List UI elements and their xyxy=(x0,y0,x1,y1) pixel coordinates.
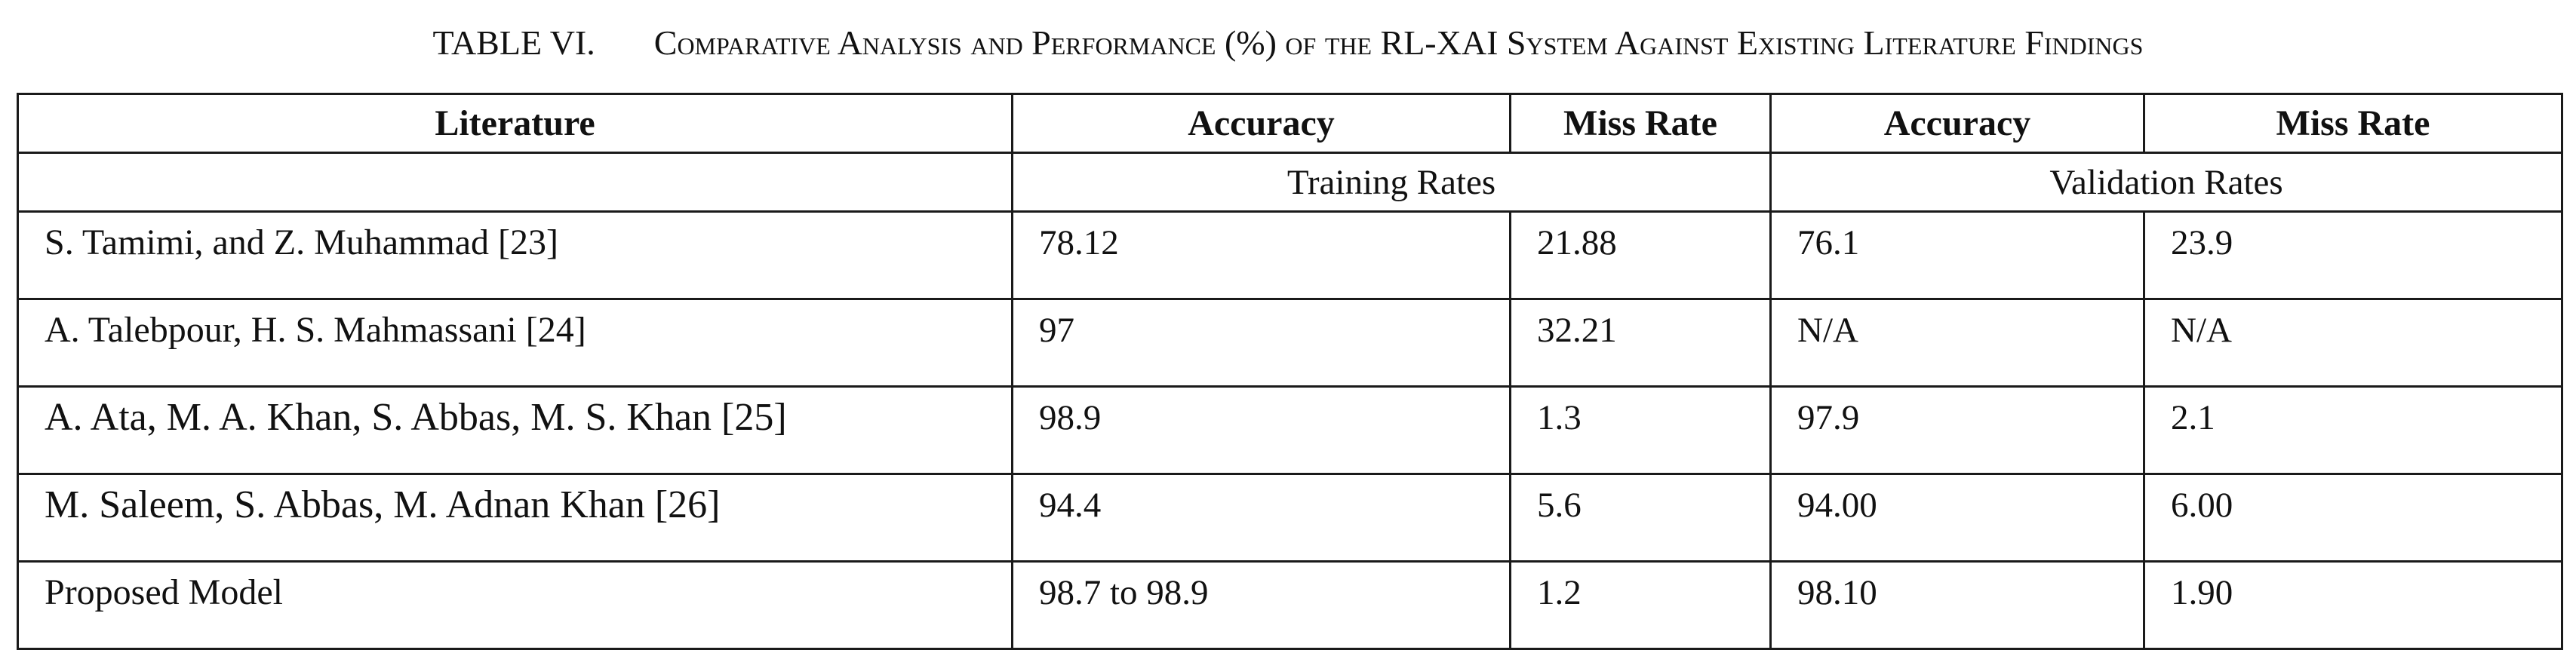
cell-validation-accuracy: 76.1 xyxy=(1769,210,2145,300)
cell-validation-miss-rate: N/A xyxy=(2143,298,2563,388)
cell-training-accuracy: 98.7 to 98.9 xyxy=(1011,560,1511,650)
cell-training-accuracy: 94.4 xyxy=(1011,473,1511,563)
cell-training-miss-rate: 1.3 xyxy=(1509,385,1772,475)
group-header-training-rates: Training Rates xyxy=(1011,152,1772,213)
cell-validation-accuracy: 97.9 xyxy=(1769,385,2145,475)
table-row: A. Ata, M. A. Khan, S. Abbas, M. S. Khan… xyxy=(17,385,2563,475)
table-row: A. Talebpour, H. S. Mahmassani [24] 97 3… xyxy=(17,298,2563,388)
column-header-validation-miss-rate: Miss Rate xyxy=(2143,93,2563,154)
table-label: TABLE VI. xyxy=(432,23,595,62)
column-header-literature: Literature xyxy=(17,93,1013,154)
cell-validation-accuracy: N/A xyxy=(1769,298,2145,388)
table-row: M. Saleem, S. Abbas, M. Adnan Khan [26] … xyxy=(17,473,2563,563)
cell-validation-miss-rate: 2.1 xyxy=(2143,385,2563,475)
cell-literature: A. Talebpour, H. S. Mahmassani [24] xyxy=(17,298,1013,388)
column-header-training-accuracy: Accuracy xyxy=(1011,93,1511,154)
cell-training-miss-rate: 5.6 xyxy=(1509,473,1772,563)
cell-validation-accuracy: 94.00 xyxy=(1769,473,2145,563)
cell-literature: A. Ata, M. A. Khan, S. Abbas, M. S. Khan… xyxy=(17,385,1013,475)
cell-training-accuracy: 97 xyxy=(1011,298,1511,388)
group-header-empty xyxy=(17,152,1013,213)
cell-training-accuracy: 78.12 xyxy=(1011,210,1511,300)
cell-literature: M. Saleem, S. Abbas, M. Adnan Khan [26] xyxy=(17,473,1013,563)
table-title: Comparative Analysis and Performance (%)… xyxy=(653,23,2144,62)
table-row: Proposed Model 98.7 to 98.9 1.2 98.10 1.… xyxy=(17,560,2563,650)
cell-validation-miss-rate: 23.9 xyxy=(2143,210,2563,300)
cell-training-miss-rate: 21.88 xyxy=(1509,210,1772,300)
group-header-validation-rates: Validation Rates xyxy=(1769,152,2563,213)
cell-validation-miss-rate: 1.90 xyxy=(2143,560,2563,650)
comparison-table: Literature Accuracy Miss Rate Accuracy M… xyxy=(17,93,2563,650)
table-caption: TABLE VI. Comparative Analysis and Perfor… xyxy=(0,17,2576,69)
cell-validation-miss-rate: 6.00 xyxy=(2143,473,2563,563)
cell-literature: S. Tamimi, and Z. Muhammad [23] xyxy=(17,210,1013,300)
table-row: S. Tamimi, and Z. Muhammad [23] 78.12 21… xyxy=(17,210,2563,300)
column-header-validation-accuracy: Accuracy xyxy=(1769,93,2145,154)
cell-training-accuracy: 98.9 xyxy=(1011,385,1511,475)
column-header-training-miss-rate: Miss Rate xyxy=(1509,93,1772,154)
header-row: Literature Accuracy Miss Rate Accuracy M… xyxy=(17,93,2563,154)
group-row: Training Rates Validation Rates xyxy=(17,152,2563,213)
cell-validation-accuracy: 98.10 xyxy=(1769,560,2145,650)
cell-training-miss-rate: 32.21 xyxy=(1509,298,1772,388)
cell-training-miss-rate: 1.2 xyxy=(1509,560,1772,650)
cell-literature: Proposed Model xyxy=(17,560,1013,650)
